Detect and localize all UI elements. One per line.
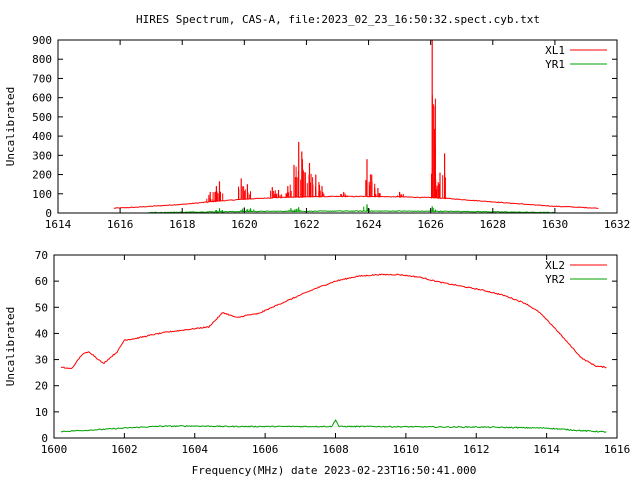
series-line-xl1 <box>113 195 599 210</box>
x-tick-label: 1602 <box>111 443 138 456</box>
x-tick-label: 1620 <box>231 218 258 231</box>
x-tick-label: 1614 <box>533 443 560 456</box>
x-tick-label: 1618 <box>169 218 196 231</box>
x-tick-label: 1616 <box>107 218 134 231</box>
x-tick-label: 1622 <box>293 218 320 231</box>
x-tick-label: 1632 <box>604 218 631 231</box>
y-tick-label: 800 <box>32 53 52 66</box>
y-tick-label: 100 <box>32 188 52 201</box>
y-tick-label: 30 <box>35 354 48 367</box>
y-tick-label: 40 <box>35 327 48 340</box>
y-tick-label: 700 <box>32 72 52 85</box>
x-axis-label: Frequency(MHz) date 2023-02-23T16:50:41.… <box>192 464 477 477</box>
y-tick-label: 0 <box>45 207 52 220</box>
y-tick-label: 200 <box>32 169 52 182</box>
y-tick-label: 60 <box>35 275 48 288</box>
y-axis-label: Uncalibrated <box>4 307 17 386</box>
x-tick-label: 1610 <box>393 443 420 456</box>
y-tick-label: 10 <box>35 406 48 419</box>
series-line-yr2 <box>60 419 607 433</box>
x-tick-label: 1630 <box>542 218 569 231</box>
y-tick-label: 400 <box>32 130 52 143</box>
x-tick-label: 1600 <box>41 443 68 456</box>
chart-title: HIRES Spectrum, CAS-A, file:2023_02_23_1… <box>136 13 540 26</box>
y-tick-label: 70 <box>35 249 48 262</box>
y-axis-label: Uncalibrated <box>4 87 17 166</box>
legend-label-xl2: XL2 <box>545 259 565 272</box>
x-tick-label: 1614 <box>45 218 72 231</box>
top-panel: 1614 1616 1618 1620 1622 1624 1626 1628 1630 1632… <box>4 34 630 231</box>
bottom-panel: 1600 1602 1604 1606 1608 1610 1612 1614 1616 0 10 2… <box>4 249 630 456</box>
y-tick-label: 0 <box>41 432 48 445</box>
x-tick-label: 1608 <box>322 443 349 456</box>
x-tick-label: 1606 <box>252 443 279 456</box>
x-tick-label: 1616 <box>604 443 631 456</box>
x-tick-label: 1628 <box>480 218 507 231</box>
legend-label-yr1: YR1 <box>545 58 565 71</box>
x-tick-label: 1626 <box>417 218 444 231</box>
series-line-xl2 <box>60 273 607 370</box>
y-tick-label: 900 <box>32 34 52 47</box>
series-line-yr1 <box>148 210 555 214</box>
y-tick-label: 50 <box>35 301 48 314</box>
x-tick-label: 1612 <box>463 443 490 456</box>
x-tick-label: 1604 <box>182 443 209 456</box>
y-tick-label: 600 <box>32 92 52 105</box>
y-tick-label: 500 <box>32 111 52 124</box>
legend-label-xl1: XL1 <box>545 44 565 57</box>
y-tick-label: 20 <box>35 380 48 393</box>
legend-label-yr2: YR2 <box>545 273 565 286</box>
plot-frame <box>53 254 618 439</box>
plot-frame <box>57 39 618 214</box>
y-tick-label: 300 <box>32 149 52 162</box>
x-tick-label: 1624 <box>355 218 382 231</box>
